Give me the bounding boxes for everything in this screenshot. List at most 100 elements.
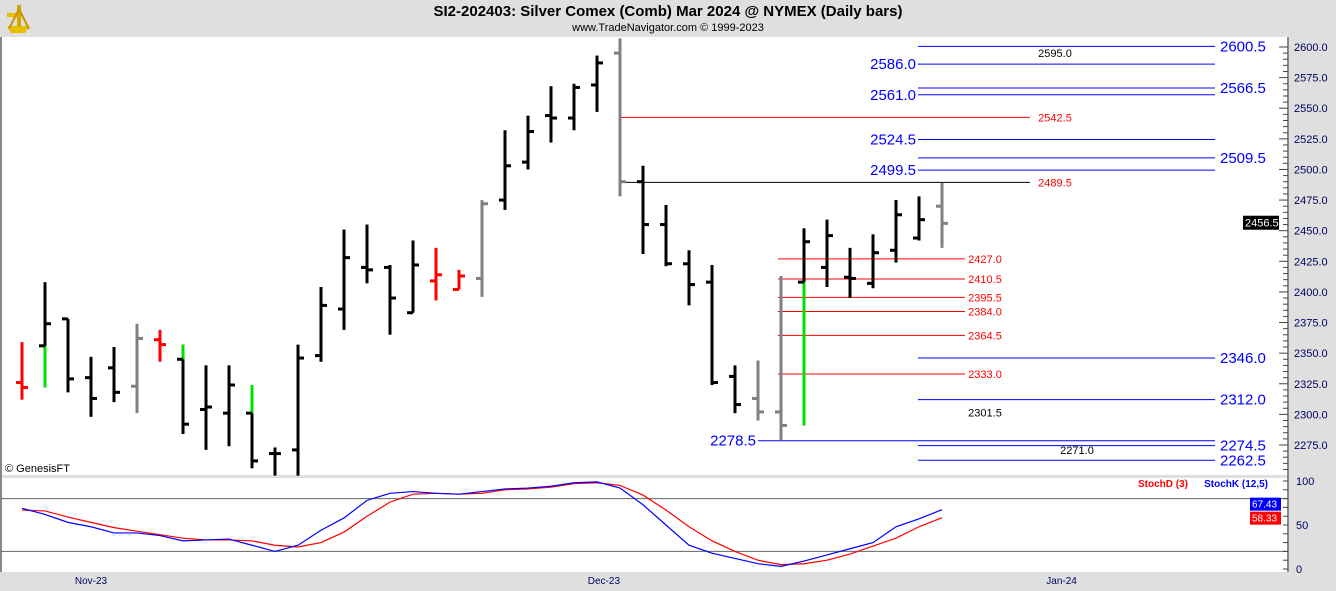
level-label: 2312.0 — [1220, 392, 1266, 409]
ohlc-bar — [890, 200, 902, 263]
y-tick-label: 2600.0 — [1294, 42, 1328, 54]
ohlc-bar — [867, 234, 879, 289]
y-tick-label: 2350.0 — [1294, 348, 1328, 360]
ohlc-bar — [798, 228, 810, 426]
y-tick-label: 2375.0 — [1294, 318, 1328, 330]
ohlc-bar — [407, 240, 419, 315]
ohlc-bar — [338, 229, 350, 330]
ohlc-bar — [545, 86, 557, 143]
legend-stochk: StochK (12,5) — [1204, 479, 1268, 490]
level-label: 2262.5 — [1220, 452, 1266, 469]
ohlc-bar — [16, 342, 28, 400]
ohlc-bar — [752, 360, 764, 421]
chart-header: SI2-202403: Silver Comex (Comb) Mar 2024… — [0, 0, 1336, 37]
ohlc-bar — [154, 329, 166, 362]
ohlc-bar — [361, 224, 373, 284]
last-price-box — [1243, 215, 1279, 230]
level-label: 2600.5 — [1220, 38, 1266, 55]
x-axis-label: Jan-24 — [1046, 576, 1077, 587]
price-panel — [1, 37, 1287, 475]
ohlc-bar — [223, 365, 235, 447]
ohlc-bar — [844, 247, 856, 299]
y-tick-label: 2525.0 — [1294, 134, 1328, 146]
level-label: 2561.0 — [870, 87, 916, 104]
ohlc-bar — [706, 264, 718, 385]
ohlc-bar — [660, 204, 672, 267]
ohlc-bar — [39, 282, 51, 388]
level-label: 2278.5 — [710, 433, 756, 450]
ohlc-bar — [775, 276, 787, 441]
legend-stochd: StochD (3) — [1138, 479, 1188, 490]
level-label: 2509.5 — [1220, 150, 1266, 167]
ohlc-bar — [591, 55, 603, 112]
level-label: 2333.0 — [968, 369, 1002, 381]
x-axis-label: Nov-23 — [75, 576, 108, 587]
ohlc-bar — [246, 384, 258, 469]
ohlc-bar — [522, 115, 534, 170]
x-axis-label: Dec-23 — [588, 576, 621, 587]
y-tick-label: 2275.0 — [1294, 440, 1328, 452]
watermark: © GenesisFT — [5, 463, 70, 475]
ohlc-bar — [384, 264, 396, 335]
ohlc-bar — [131, 323, 143, 414]
chart-title: SI2-202403: Silver Comex (Comb) Mar 2024… — [433, 3, 903, 20]
ohlc-bar — [614, 38, 626, 197]
level-label: 2364.5 — [968, 330, 1002, 342]
ohlc-bar — [568, 83, 580, 131]
y-tick-label: 2550.0 — [1294, 103, 1328, 115]
level-label: 2524.5 — [870, 131, 916, 148]
y-tick-label: 2425.0 — [1294, 256, 1328, 268]
ohlc-bar — [476, 200, 488, 297]
y-tick-label: 2300.0 — [1294, 409, 1328, 421]
y-tick-label: 2475.0 — [1294, 195, 1328, 207]
stoch-last-box — [1250, 511, 1281, 525]
level-label: 2586.0 — [870, 56, 916, 73]
ohlc-bar — [292, 344, 304, 476]
level-label: 2301.5 — [968, 408, 1002, 420]
stoch-y-label: 50 — [1296, 520, 1308, 532]
level-label: 2499.5 — [870, 162, 916, 179]
ohlc-bar — [62, 317, 74, 393]
level-label: 2410.5 — [968, 274, 1002, 286]
level-label: 2274.5 — [1220, 438, 1266, 455]
level-label: 2595.0 — [1038, 48, 1072, 60]
ohlc-bar — [453, 269, 465, 291]
y-tick-label: 2500.0 — [1294, 164, 1328, 176]
last-price-label: 2456.5 — [1245, 218, 1279, 230]
ohlc-bar — [430, 247, 442, 301]
ohlc-bar — [499, 130, 511, 210]
level-label: 2395.5 — [968, 292, 1002, 304]
level-label: 2489.5 — [1038, 177, 1072, 189]
level-label: 2542.5 — [1038, 112, 1072, 124]
ohlc-bar — [108, 347, 120, 403]
ohlc-bar — [269, 447, 281, 476]
stoch-panel — [1, 478, 1287, 572]
ohlc-bar — [200, 365, 212, 450]
stoch-last-label: 58.33 — [1252, 514, 1277, 525]
y-tick-label: 2575.0 — [1294, 73, 1328, 85]
sextant-logo-icon — [7, 5, 30, 33]
ohlc-bar — [85, 356, 97, 417]
stoch-y-label: 0 — [1296, 564, 1302, 576]
level-label: 2566.5 — [1220, 80, 1266, 97]
ohlc-bar — [936, 182, 948, 248]
level-label: 2346.0 — [1220, 350, 1266, 367]
stoch-y-label: 100 — [1296, 476, 1314, 488]
ohlc-bar — [637, 165, 649, 254]
chart-subtitle: www.TradeNavigator.com © 1999-2023 — [572, 22, 764, 34]
ohlc-bar — [683, 250, 695, 306]
y-tick-label: 2400.0 — [1294, 287, 1328, 299]
y-tick-label: 2450.0 — [1294, 226, 1328, 238]
level-label: 2427.0 — [968, 254, 1002, 266]
level-label: 2384.0 — [968, 307, 1002, 319]
ohlc-bar — [913, 196, 925, 241]
ohlc-bar — [729, 365, 741, 414]
level-label: 2271.0 — [1060, 445, 1094, 457]
ohlc-bar — [315, 287, 327, 362]
ohlc-bar — [177, 344, 189, 434]
stoch-last-label: 67.43 — [1252, 500, 1277, 511]
y-tick-label: 2325.0 — [1294, 379, 1328, 391]
stoch-line-k — [21, 481, 943, 567]
ohlc-bar — [821, 219, 833, 288]
